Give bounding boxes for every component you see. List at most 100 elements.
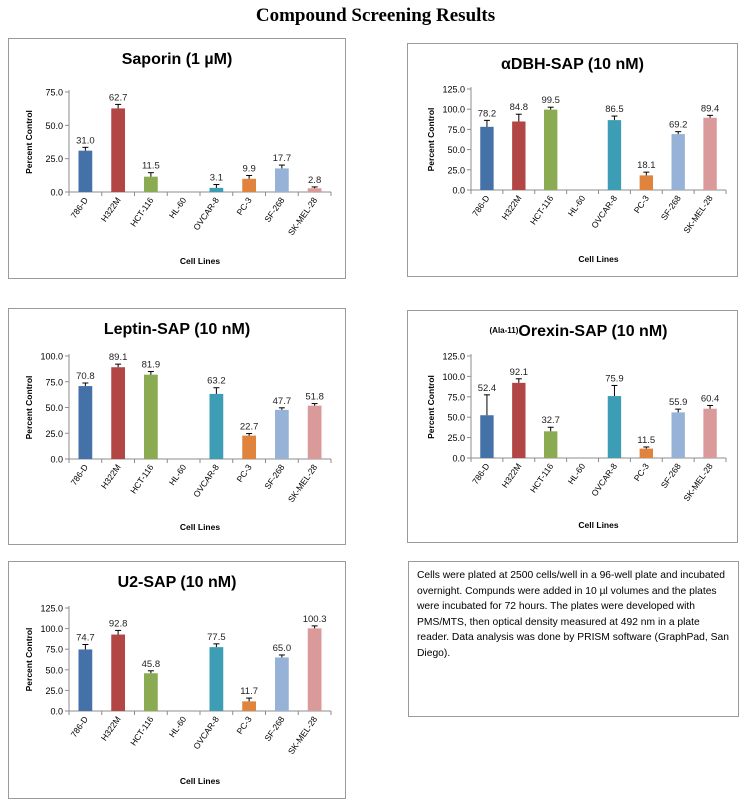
data-label: 31.0 [76, 135, 95, 146]
x-tick-label: SK-MEL-28 [286, 462, 320, 504]
data-label: 17.7 [273, 153, 292, 164]
x-tick-label: SK-MEL-28 [681, 461, 715, 503]
x-axis-label: Cell Lines [578, 520, 618, 530]
x-tick-label: HL-60 [566, 461, 588, 486]
bar-hct-116 [143, 176, 158, 192]
bar-786-d [78, 649, 93, 711]
bar-sf-268 [671, 134, 685, 190]
data-label: 55.9 [669, 397, 688, 408]
data-label: 18.1 [637, 160, 656, 171]
bar-786-d [78, 150, 93, 192]
bar-h322m [512, 382, 526, 458]
y-tick-label: 125.0 [442, 352, 465, 362]
y-tick-label: 25.0 [45, 686, 63, 696]
chart-title-main: Orexin-SAP (10 nM) [518, 323, 667, 340]
bar-ovcar-8 [607, 396, 622, 458]
y-tick-label: 75.0 [45, 377, 63, 387]
data-label: 63.2 [207, 376, 226, 387]
chart-title: (Ala-11)Orexin-SAP (10 nM) [490, 323, 668, 340]
x-tick-label: SF-268 [262, 462, 286, 491]
y-axis-label: Percent Control [24, 628, 34, 692]
x-tick-label: PC-3 [234, 462, 253, 484]
y-tick-label: 50.0 [447, 413, 465, 423]
data-label: 62.7 [109, 92, 128, 103]
data-label: 22.7 [240, 422, 259, 433]
data-label: 47.7 [273, 396, 292, 407]
x-tick-label: HCT-116 [128, 195, 155, 228]
x-tick-label: OVCAR-8 [191, 714, 221, 751]
x-tick-label: SF-268 [659, 461, 683, 490]
y-axis-label: Percent Control [24, 376, 34, 440]
chart-title-prefix: (Ala-11) [490, 326, 519, 335]
x-tick-label: SK-MEL-28 [286, 714, 320, 756]
x-tick-label: 786-D [470, 461, 491, 486]
chart-panel-orexin-sap: (Ala-11)Orexin-SAP (10 nM) 0.0 25.0 50.0 75.… [407, 310, 738, 543]
y-tick-label: 0.0 [50, 707, 63, 717]
chart-panel-saporin: Saporin (1 µM) 0.0 25.0 50.0 75.0 Percent Con… [8, 38, 346, 279]
x-tick-label: PC-3 [234, 195, 253, 217]
x-tick-label: SF-268 [262, 714, 286, 743]
data-label: 74.7 [76, 633, 95, 644]
data-label: 11.5 [142, 161, 160, 172]
data-label: 92.1 [510, 367, 529, 378]
bar-pc-3 [242, 178, 257, 192]
x-tick-label: OVCAR-8 [191, 462, 221, 499]
bar-sk-mel-28 [703, 408, 717, 458]
y-tick-label: 100.0 [442, 372, 465, 382]
data-label: 11.7 [240, 686, 258, 697]
chart-title: U2-SAP (10 nM) [118, 574, 237, 591]
data-label: 89.1 [109, 352, 128, 363]
data-label: 51.8 [305, 392, 324, 403]
x-tick-label: SF-268 [262, 195, 286, 224]
bar-sf-268 [274, 657, 289, 711]
data-label: 69.2 [669, 120, 688, 131]
x-axis-label: Cell Lines [180, 776, 220, 786]
bar-hct-116 [543, 431, 558, 458]
x-tick-label: HCT-116 [128, 462, 155, 495]
x-axis-label: Cell Lines [180, 522, 220, 532]
data-label: 52.4 [478, 383, 497, 394]
x-tick-label: 786-D [69, 462, 90, 487]
bar-hct-116 [143, 673, 158, 711]
bar-ovcar-8 [209, 647, 224, 711]
x-tick-label: HL-60 [167, 714, 189, 739]
bar-chart: Saporin (1 µM) 0.0 25.0 50.0 75.0 Percent Con… [24, 51, 332, 266]
y-axis-label: Percent Control [426, 108, 436, 172]
x-tick-label: 786-D [69, 714, 90, 739]
y-tick-label: 75.0 [447, 125, 465, 135]
methods-note: Cells were plated at 2500 cells/well in … [408, 561, 739, 717]
y-tick-label: 50.0 [447, 145, 465, 155]
bar-pc-3 [242, 701, 257, 711]
data-label: 70.8 [76, 371, 95, 382]
chart-title: αDBH-SAP (10 nM) [501, 56, 644, 73]
bar-sk-mel-28 [307, 188, 322, 192]
y-tick-label: 75.0 [45, 88, 63, 98]
y-axis-label: Percent Control [426, 375, 436, 439]
data-label: 84.8 [510, 102, 529, 113]
bar-sk-mel-28 [307, 628, 322, 711]
data-label: 60.4 [701, 393, 720, 404]
x-tick-label: OVCAR-8 [191, 195, 221, 232]
data-label: 92.8 [109, 618, 128, 629]
data-label: 81.9 [142, 360, 161, 371]
bar-ovcar-8 [209, 393, 224, 459]
x-tick-label: SF-268 [659, 193, 683, 222]
y-tick-label: 100.0 [40, 624, 63, 634]
data-label: 77.5 [207, 632, 226, 643]
y-tick-label: 125.0 [40, 604, 63, 614]
x-tick-label: HCT-116 [528, 193, 555, 226]
bar-chart: U2-SAP (10 nM) 0.0 25.0 50.0 75.0 100.0 125.0 P… [24, 574, 332, 786]
y-tick-label: 0.0 [50, 455, 63, 465]
bar-786-d [78, 386, 93, 459]
y-tick-label: 25.0 [447, 433, 465, 443]
y-axis-label: Percent Control [24, 110, 34, 174]
y-tick-label: 100.0 [40, 352, 63, 362]
x-tick-label: H322M [500, 193, 524, 221]
y-tick-label: 50.0 [45, 665, 63, 675]
page-title: Compound Screening Results [255, 5, 496, 26]
y-tick-label: 0.0 [452, 186, 465, 196]
bar-pc-3 [639, 175, 654, 190]
data-label: 100.3 [303, 614, 327, 625]
data-label: 9.9 [243, 163, 256, 174]
y-tick-label: 0.0 [452, 454, 465, 464]
